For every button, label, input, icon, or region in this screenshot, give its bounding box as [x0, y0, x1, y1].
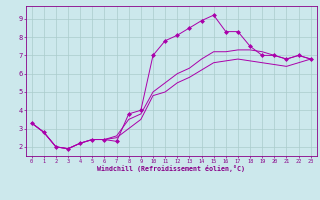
X-axis label: Windchill (Refroidissement éolien,°C): Windchill (Refroidissement éolien,°C) — [97, 165, 245, 172]
